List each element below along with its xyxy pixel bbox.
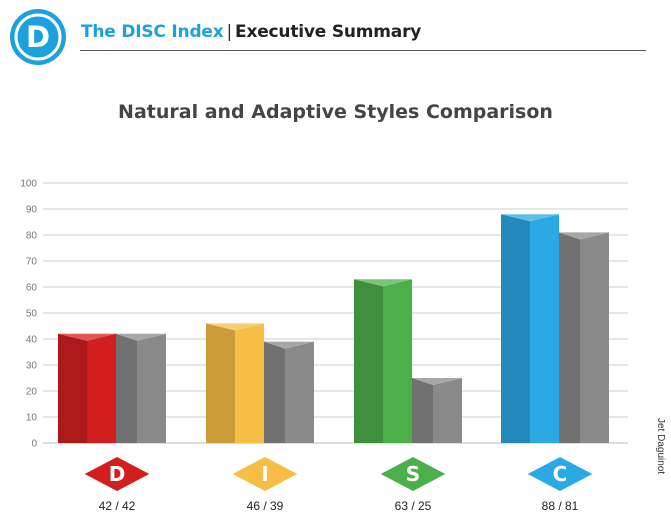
- category-score-label: 88 / 81: [542, 499, 579, 513]
- brand-name: The DISC Index: [81, 22, 224, 42]
- category-letter: D: [109, 462, 126, 486]
- category-score-label: 63 / 25: [395, 499, 432, 513]
- y-tick-label: 60: [26, 283, 38, 294]
- diamond-s-icon: [380, 457, 446, 491]
- natural-bar-c: [501, 214, 559, 443]
- page-header: The DISC Index | Executive Summary: [81, 22, 421, 42]
- natural-bar-i: [206, 323, 264, 443]
- diamond-d-icon: [84, 457, 150, 491]
- y-tick-label: 80: [26, 231, 38, 242]
- logo-letter: D: [26, 20, 50, 54]
- disc-logo-icon: D: [10, 9, 66, 65]
- adaptive-bar-d: [116, 333, 166, 443]
- y-tick-label: 70: [26, 257, 38, 268]
- chart-title: Natural and Adaptive Styles Comparison: [118, 101, 553, 123]
- y-tick-label: 90: [26, 205, 38, 216]
- diamond-c-icon: [527, 457, 593, 491]
- y-tick-label: 50: [26, 309, 38, 320]
- header-divider: [80, 50, 646, 51]
- y-tick-label: 20: [26, 387, 38, 398]
- section-title: Executive Summary: [235, 22, 422, 42]
- y-tick-label: 10: [26, 413, 38, 424]
- adaptive-bar-i: [264, 341, 314, 443]
- category-letter: S: [406, 462, 420, 486]
- category-letter: I: [261, 462, 268, 486]
- category-score-label: 46 / 39: [247, 499, 284, 513]
- side-credit: Jet Daguinot: [655, 418, 666, 475]
- y-tick-label: 0: [31, 439, 37, 450]
- y-tick-label: 40: [26, 335, 38, 346]
- natural-bar-d: [58, 333, 116, 443]
- y-tick-label: 30: [26, 361, 38, 372]
- natural-bar-s: [354, 279, 412, 443]
- header-separator: |: [226, 22, 233, 42]
- category-score-label: 42 / 42: [99, 499, 136, 513]
- adaptive-bar-s: [412, 378, 462, 443]
- diamond-i-icon: [232, 457, 298, 491]
- adaptive-bar-c: [559, 232, 609, 443]
- y-tick-label: 100: [20, 179, 37, 190]
- category-letter: C: [553, 462, 568, 486]
